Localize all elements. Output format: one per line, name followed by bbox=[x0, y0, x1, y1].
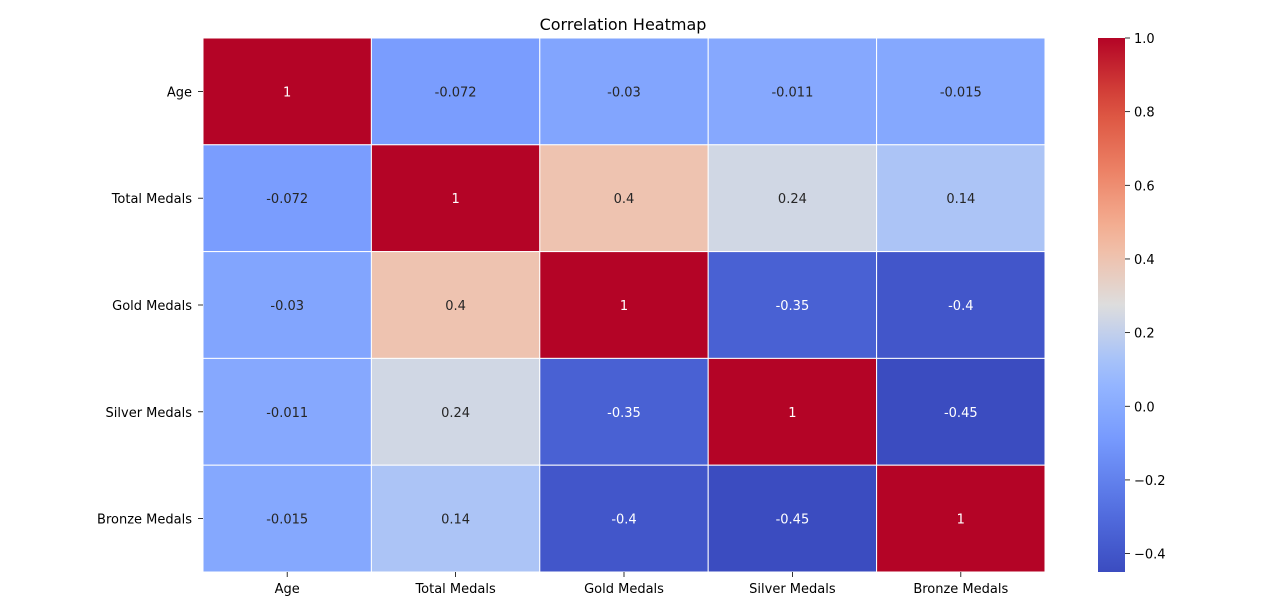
colorbar-gradient-bar bbox=[1098, 38, 1125, 572]
cell-value-label-r1-c2: 0.4 bbox=[614, 192, 635, 207]
colorbar-tick-label-5: 0.6 bbox=[1134, 179, 1155, 194]
cell-value-label-r4-c2: -0.4 bbox=[611, 513, 636, 528]
heatmap-cell-r0-c2 bbox=[539, 37, 709, 146]
y-tick-label-0: Age bbox=[167, 85, 192, 100]
heatmap-cell-r4-c1 bbox=[370, 464, 541, 573]
colorbar-tick-label-0: −0.4 bbox=[1134, 548, 1166, 563]
cell-value-label-r3-c0: -0.011 bbox=[266, 406, 308, 421]
colorbar-tick-label-2: 0.0 bbox=[1134, 400, 1155, 415]
cell-value-label-r4-c0: -0.015 bbox=[266, 513, 308, 528]
colorbar-tick-label-4: 0.4 bbox=[1134, 253, 1155, 268]
cell-value-label-r4-c4: 1 bbox=[957, 513, 965, 528]
x-tick-label-4: Bronze Medals bbox=[913, 582, 1008, 597]
cell-value-label-r2-c3: -0.35 bbox=[776, 299, 810, 314]
cell-value-label-r1-c0: -0.072 bbox=[266, 192, 308, 207]
cell-value-label-r0-c3: -0.011 bbox=[771, 85, 813, 100]
heatmap-cell-r0-c1 bbox=[370, 37, 541, 146]
heatmap-cell-r0-c4 bbox=[876, 37, 1046, 146]
cell-value-label-r4-c3: -0.45 bbox=[776, 513, 810, 528]
cell-value-label-r2-c2: 1 bbox=[620, 299, 628, 314]
y-tick-label-4: Bronze Medals bbox=[97, 513, 192, 528]
y-tick-label-3: Silver Medals bbox=[106, 406, 193, 421]
x-tick-label-2: Gold Medals bbox=[584, 582, 664, 597]
heatmap-cell-r0-c0 bbox=[202, 37, 372, 146]
cell-value-label-r3-c1: 0.24 bbox=[441, 406, 470, 421]
heatmap-cell-r2-c2 bbox=[539, 251, 709, 359]
colorbar-tick-label-6: 0.8 bbox=[1134, 106, 1155, 121]
cell-value-label-r3-c3: 1 bbox=[788, 406, 796, 421]
heatmap-cell-r0-c3 bbox=[707, 37, 878, 146]
x-tick-label-3: Silver Medals bbox=[749, 582, 836, 597]
cell-value-label-r0-c2: -0.03 bbox=[607, 85, 641, 100]
heatmap-cells: 1 -0.072 -0.03 -0.011 -0.015 -0.072 1 0.4 0.24 0.… bbox=[202, 37, 1046, 573]
colorbar-tick-label-3: 0.2 bbox=[1134, 327, 1155, 342]
cell-value-label-r0-c4: -0.015 bbox=[940, 85, 982, 100]
heatmap-cell-r3-c1 bbox=[370, 357, 541, 466]
heatmap-cell-r4-c2 bbox=[539, 464, 709, 573]
heatmap-cell-r2-c4 bbox=[876, 251, 1046, 359]
heatmap-cell-r2-c3 bbox=[707, 251, 878, 359]
heatmap-cell-r3-c2 bbox=[539, 357, 709, 466]
heatmap-cell-r1-c0 bbox=[202, 144, 372, 253]
heatmap-cell-r4-c4 bbox=[876, 464, 1046, 573]
cell-value-label-r2-c0: -0.03 bbox=[270, 299, 304, 314]
heatmap-cell-r4-c0 bbox=[202, 464, 372, 573]
cell-value-label-r1-c1: 1 bbox=[451, 192, 459, 207]
colorbar: −0.4 −0.2 0.0 0.2 0.4 0.6 0.8 1.0 bbox=[1098, 32, 1166, 572]
y-tick-label-2: Gold Medals bbox=[112, 299, 192, 314]
heatmap-cell-r3-c4 bbox=[876, 357, 1046, 466]
cell-value-label-r1-c4: 0.14 bbox=[946, 192, 975, 207]
heatmap-cell-r3-c3 bbox=[707, 357, 878, 466]
cell-value-label-r0-c1: -0.072 bbox=[435, 85, 477, 100]
heatmap-cell-r1-c4 bbox=[876, 144, 1046, 253]
heatmap-cell-r2-c1 bbox=[370, 251, 541, 359]
cell-value-label-r3-c2: -0.35 bbox=[607, 406, 641, 421]
cell-value-label-r3-c4: -0.45 bbox=[944, 406, 978, 421]
x-tick-labels: Age Total Medals Gold Medals Silver Medals B… bbox=[275, 572, 1008, 597]
cell-value-label-r4-c1: 0.14 bbox=[441, 513, 470, 528]
x-tick-label-1: Total Medals bbox=[414, 582, 496, 597]
cell-value-label-r2-c4: -0.4 bbox=[948, 299, 973, 314]
chart-title: Correlation Heatmap bbox=[540, 15, 707, 34]
heatmap-cell-r1-c2 bbox=[539, 144, 709, 253]
y-tick-labels: Age Total Medals Gold Medals Silver Medals B… bbox=[97, 85, 203, 528]
colorbar-tick-label-1: −0.2 bbox=[1134, 474, 1166, 489]
colorbar-tick-label-7: 1.0 bbox=[1134, 32, 1155, 47]
cell-value-label-r2-c1: 0.4 bbox=[445, 299, 466, 314]
cell-value-label-r1-c3: 0.24 bbox=[778, 192, 807, 207]
y-tick-label-1: Total Medals bbox=[111, 192, 193, 207]
cell-value-label-r0-c0: 1 bbox=[283, 85, 291, 100]
x-tick-label-0: Age bbox=[275, 582, 300, 597]
